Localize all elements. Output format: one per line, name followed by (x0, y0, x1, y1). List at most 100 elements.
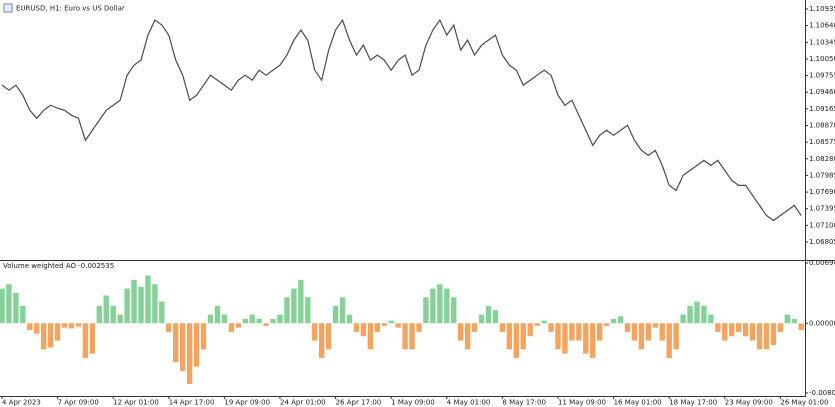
histogram-bar (103, 295, 109, 324)
histogram-bar (791, 318, 797, 324)
histogram-bar (603, 323, 610, 326)
histogram-bar (395, 323, 401, 328)
histogram-bar (736, 323, 742, 332)
histogram-bar (20, 305, 26, 324)
histogram-bar (492, 310, 499, 324)
histogram-bar (534, 323, 540, 326)
histogram-bar (409, 323, 415, 350)
x-tick-label: 26 May 01:00 (780, 399, 828, 407)
histogram-bar (756, 323, 763, 350)
histogram-bar (47, 323, 54, 348)
histogram-bar (145, 275, 151, 324)
histogram-bar (763, 323, 770, 350)
histogram-bar (173, 323, 179, 363)
histogram-bar (388, 320, 394, 324)
histogram-bar (423, 297, 429, 324)
histogram-bar (499, 323, 506, 332)
histogram-bar (715, 323, 721, 332)
histogram-bar (6, 284, 12, 324)
histogram-bar (200, 323, 207, 350)
histogram-bar (138, 286, 144, 324)
histogram-bar (298, 279, 304, 324)
y-tick-label: -0.008038 (809, 389, 835, 397)
histogram-bar (249, 314, 255, 324)
histogram-bar (96, 305, 102, 324)
y-tick-label: 0.006945 (809, 259, 835, 267)
y-tick-label: 1.09755 (809, 72, 835, 80)
histogram-bar (708, 314, 714, 324)
x-tick-label: 24 Apr 01:00 (280, 399, 326, 407)
histogram-bar (555, 323, 561, 350)
histogram-bar (186, 323, 193, 384)
y-tick-label: 1.08575 (809, 138, 835, 146)
x-tick-label: 23 May 09:00 (725, 399, 773, 407)
histogram-bar (583, 323, 589, 354)
y-tick-label: 1.06805 (809, 238, 835, 246)
histogram-bar (541, 320, 547, 324)
histogram-bar (464, 323, 471, 350)
histogram-bar (645, 323, 652, 341)
histogram-bar (367, 323, 374, 350)
histogram-bar (659, 323, 665, 341)
histogram-bar (0, 288, 5, 324)
histogram-bar (291, 288, 297, 324)
histogram-bar (270, 318, 276, 324)
y-tick-label: 1.07100 (809, 221, 835, 229)
histogram-bar (61, 323, 68, 328)
histogram-bar (110, 305, 116, 324)
symbol-icon (3, 3, 13, 13)
histogram-bar (374, 323, 380, 332)
histogram-bar (590, 323, 596, 358)
y-tick-label: 1.07395 (809, 205, 835, 213)
histogram-bar (416, 323, 422, 332)
histogram-bar (228, 323, 235, 332)
histogram-bar (360, 323, 367, 337)
histogram-bar (54, 323, 61, 341)
x-tick-label: 4 Apr 2023 (2, 399, 41, 407)
histogram-bar (263, 323, 269, 326)
histogram-bar (784, 314, 791, 324)
histogram-bar (576, 323, 582, 341)
histogram-bar (256, 318, 262, 324)
histogram-bar (527, 323, 533, 337)
histogram-bar (610, 318, 617, 324)
histogram-bar (701, 305, 707, 324)
histogram-bar (569, 323, 575, 341)
histogram-bar (325, 323, 332, 350)
x-tick-label: 4 May 01:00 (447, 399, 491, 407)
histogram-bar (451, 297, 457, 324)
histogram-bar (485, 305, 492, 324)
histogram-bar (687, 305, 693, 324)
x-tick-label: 12 Apr 01:00 (113, 399, 159, 407)
histogram-bar (631, 323, 638, 341)
histogram-bar (749, 323, 756, 341)
histogram-bar (82, 323, 89, 358)
histogram-bar (402, 323, 408, 350)
histogram-bar (458, 323, 464, 341)
y-tick-label: 1.10640 (809, 22, 835, 30)
histogram-bar (152, 284, 158, 324)
histogram-bar (444, 288, 450, 324)
histogram-bar (214, 305, 221, 324)
x-tick-label: 8 May 17:00 (502, 399, 546, 407)
indicator-title: Volume weighted AO -0.002535 (3, 262, 114, 270)
histogram-bar (242, 318, 248, 324)
histogram-bar (478, 314, 485, 324)
histogram-bar (193, 323, 200, 367)
histogram-bar (27, 323, 33, 331)
histogram-bar (520, 323, 526, 350)
histogram-bar (770, 323, 777, 345)
histogram-bar (471, 323, 478, 332)
histogram-bar (34, 323, 40, 334)
histogram-bar (777, 323, 784, 332)
histogram-bar (75, 323, 82, 327)
x-tick-label: 7 Apr 09:00 (58, 399, 99, 407)
x-tick-label: 14 Apr 17:00 (169, 399, 215, 407)
histogram-bar (319, 323, 325, 358)
histogram-bar (124, 288, 130, 324)
x-tick-label: 11 May 09:00 (558, 399, 606, 407)
histogram-bar (277, 314, 283, 324)
histogram-bar (159, 301, 165, 324)
